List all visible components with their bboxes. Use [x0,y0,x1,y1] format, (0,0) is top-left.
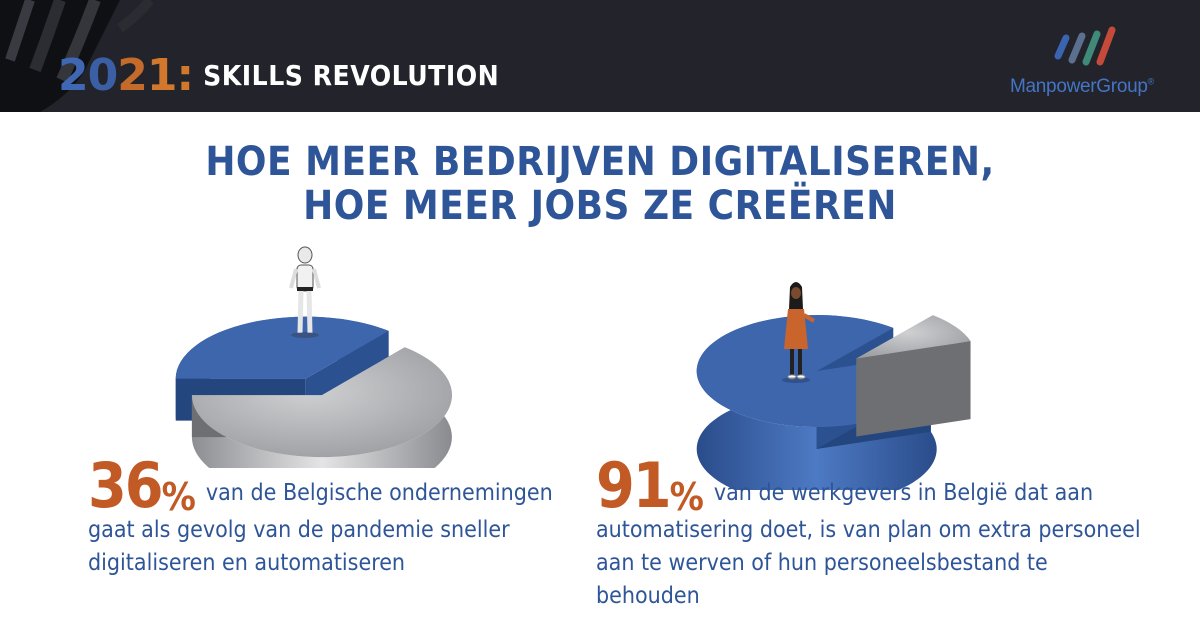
logo-wordmark: ManpowerGroup® [1010,76,1154,97]
stat-percent-sign: % [669,475,704,519]
year-label: 2021: [58,49,194,101]
brand-title: 2021: SKILLS REVOLUTION [58,49,500,101]
stat-caption-line-1: van de Belgische ondernemingen [205,480,553,506]
stat-caption-line-3: digitaliseren en automatiseren [88,550,406,576]
pie-chart-right [696,282,971,490]
robot-hand-image [0,0,154,112]
headline-line-2: HOE MEER JOBS ZE CREËREN [303,183,897,229]
stat-block-right: 91% van de werkgevers in België dat aan … [596,449,1156,613]
pie-slice [856,315,971,437]
stat-caption-line-2: automatisering doet, is van plan om extr… [596,517,1141,543]
stat-percent-value: 36 [88,449,164,522]
pie-slice [191,347,452,468]
person-figure-icon [782,282,816,383]
robot-figure-icon [289,246,321,338]
stat-caption-line-3: aan te werven of hun personeelsbestand t… [596,550,1048,609]
stat-percent-sign: % [161,475,196,519]
pie-chart-left [175,246,452,468]
headline: HOE MEER BEDRIJVEN DIGITALISEREN, HOE ME… [0,140,1200,228]
stat-caption-line-1: van de werkgevers in België dat aan [713,480,1094,506]
stat-block-left: 36% van de Belgische ondernemingen gaat … [88,449,558,580]
stat-caption-line-2: gaat als gevolg van de pandemie sneller [88,517,510,543]
headline-line-1: HOE MEER BEDRIJVEN DIGITALISEREN, [205,139,995,185]
manpowergroup-logo-icon [1054,26,1116,66]
subtitle-label: SKILLS REVOLUTION [203,58,500,92]
header-banner: 2021: SKILLS REVOLUTION ManpowerGroup® [0,0,1200,112]
stat-percent-value: 91 [596,449,672,522]
